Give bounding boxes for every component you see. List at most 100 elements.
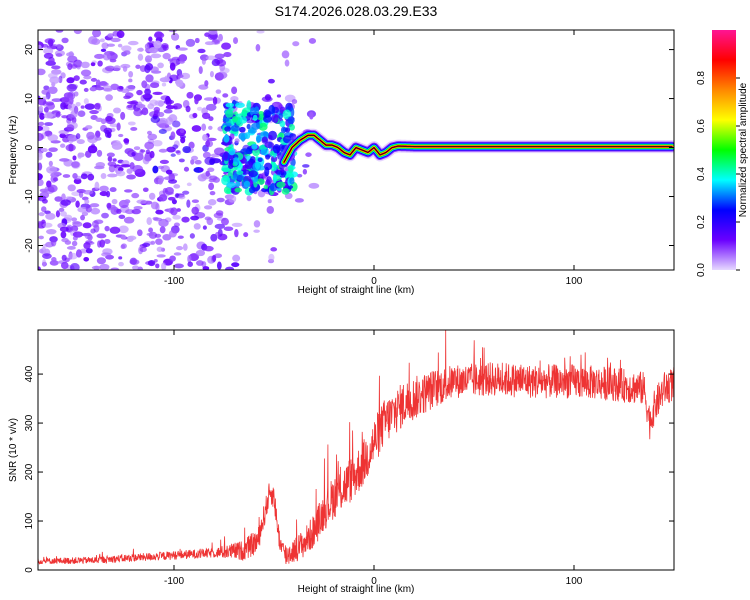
spectrogram-blob (120, 164, 131, 168)
spectrogram-blob (144, 141, 155, 150)
spectrogram-blob (235, 102, 245, 108)
spectrogram-blob (62, 174, 71, 178)
spectrogram-blob (248, 170, 258, 178)
spectrogram-blob (152, 139, 163, 147)
spectrogram-blob (118, 256, 123, 260)
y-tick-label: -20 (24, 238, 35, 253)
spectrogram-blob (270, 161, 277, 172)
x-tick-label: 0 (371, 576, 377, 587)
spectrogram-blob (107, 173, 118, 178)
spectrogram-blob (144, 55, 153, 63)
spectrogram-blob (44, 122, 54, 127)
spectrogram-blob (105, 94, 113, 101)
spectrogram-blob (186, 199, 191, 208)
spectrogram-blob (44, 38, 56, 44)
spectrogram-blob (270, 183, 275, 191)
spectrogram-blob (213, 147, 225, 156)
spectrogram-blob (163, 176, 174, 181)
spectrogram-blob (49, 76, 60, 84)
spectrogram-blob (105, 115, 113, 122)
spectrogram-blob (231, 222, 243, 227)
spectrogram-blob (222, 93, 229, 98)
spectrogram-blob (236, 174, 245, 181)
spectrogram-blob (164, 187, 174, 195)
spectrogram-blob (162, 233, 172, 241)
spectrogram-blob (51, 239, 57, 247)
spectrogram-blob (222, 117, 230, 123)
spectrogram-blob (87, 145, 98, 154)
spectrogram-blob (302, 168, 308, 175)
spectrogram-blob (225, 102, 235, 108)
spectrogram-blob (150, 201, 159, 210)
spectrogram-blob (149, 150, 155, 159)
spectrogram-blob (67, 252, 78, 260)
spectrogram-blob (173, 252, 182, 256)
spectrogram-blob (86, 131, 95, 140)
snr-frame (37, 329, 675, 571)
spectrogram-blob (223, 134, 230, 143)
spectrogram-blob (89, 203, 100, 208)
spectrogram-blob (180, 72, 191, 80)
spectrogram-blob (38, 235, 44, 240)
spectrogram-blob (161, 43, 169, 49)
spectrogram-blob (221, 42, 232, 50)
spectrogram-blob (123, 189, 133, 193)
spectrogram-blob (194, 97, 199, 105)
spectrogram-blob (60, 199, 71, 206)
spectrogram-blob (305, 152, 312, 157)
spectrogram-blob (208, 116, 214, 122)
spectrogram-blob (43, 52, 54, 59)
spectrogram-blob (56, 43, 62, 49)
spectrogram-blob (127, 40, 139, 46)
spectrogram-blob (182, 243, 188, 251)
spectrogram-blob (239, 116, 248, 124)
spectrogram-blob (157, 62, 164, 69)
spectrogram-blob (43, 112, 54, 119)
spectrogram-blob (176, 246, 184, 251)
y-tick-label: 0 (24, 144, 35, 150)
spectrogram-blob (170, 153, 176, 157)
spectrogram-blob (66, 77, 75, 84)
spectrogram-blob (168, 229, 177, 238)
spectrogram-blob (127, 104, 133, 109)
spectrogram-blob (140, 149, 146, 153)
spectrogram-blob (39, 112, 45, 120)
snr-y-label: SNR (10 * v/v) (8, 418, 19, 482)
spectrogram-blob (197, 48, 206, 54)
spectrogram-blob (116, 122, 121, 131)
spectrogram-blob (186, 182, 192, 187)
spectrogram-blob (268, 104, 276, 115)
spectrogram-blob (59, 226, 69, 232)
y-tick-label: 0 (24, 567, 35, 573)
spectrogram-blob (110, 204, 116, 210)
spectrogram-blob (175, 79, 184, 88)
spectrogram-blob (38, 220, 43, 229)
spectrogram-blob (118, 133, 124, 138)
spectrogram-ridge (277, 128, 674, 169)
spectrogram-blob (279, 120, 286, 128)
spectrogram-blob (132, 164, 143, 173)
spectrogram-blob (246, 195, 252, 202)
spectrogram-blob (145, 63, 154, 71)
spectrogram-blob (68, 143, 74, 152)
spectrogram-blob (256, 178, 265, 185)
spectrogram-blob (272, 144, 281, 154)
spectrogram-blob (118, 214, 126, 220)
spectrogram-blob (99, 191, 108, 197)
spectrogram-blob (268, 134, 273, 140)
y-tick-label: 300 (24, 414, 35, 431)
spectrogram-blob (208, 182, 215, 191)
spectrogram-blob (66, 83, 78, 92)
spectrogram-blob (206, 137, 217, 142)
y-tick-label: 10 (24, 93, 35, 105)
spectrogram-blob (191, 125, 202, 132)
spectrogram-blob (67, 55, 78, 63)
spectrogram-blob (150, 116, 161, 124)
spectrogram-blob (80, 61, 90, 69)
spectrogram-blob (254, 161, 261, 170)
spectrogram-blob (71, 240, 78, 247)
spectrogram-blob (244, 132, 251, 140)
spectrogram-blob (127, 101, 138, 105)
spectrogram-blob (65, 196, 73, 200)
spectrogram-blob (125, 85, 136, 92)
